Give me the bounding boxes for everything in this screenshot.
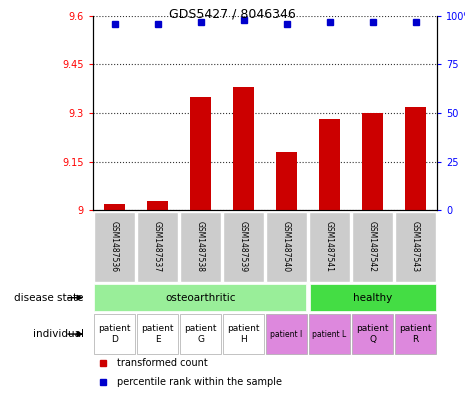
Text: patient I: patient I bbox=[271, 330, 303, 338]
Text: individual: individual bbox=[33, 329, 84, 339]
Text: healthy: healthy bbox=[353, 293, 392, 303]
FancyBboxPatch shape bbox=[223, 314, 264, 354]
Text: GSM1487538: GSM1487538 bbox=[196, 221, 205, 272]
Bar bbox=[104, 204, 125, 210]
Text: GDS5427 / 8046346: GDS5427 / 8046346 bbox=[169, 8, 296, 21]
FancyBboxPatch shape bbox=[352, 212, 393, 281]
FancyBboxPatch shape bbox=[93, 285, 306, 311]
Text: osteoarthritic: osteoarthritic bbox=[165, 293, 236, 303]
FancyBboxPatch shape bbox=[395, 212, 436, 281]
Bar bbox=[190, 97, 211, 210]
Text: patient
D: patient D bbox=[98, 324, 131, 344]
Text: GSM1487536: GSM1487536 bbox=[110, 221, 119, 272]
Text: GSM1487541: GSM1487541 bbox=[325, 221, 334, 272]
Text: GSM1487542: GSM1487542 bbox=[368, 221, 377, 272]
FancyBboxPatch shape bbox=[266, 212, 307, 281]
Text: GSM1487540: GSM1487540 bbox=[282, 221, 291, 272]
FancyBboxPatch shape bbox=[223, 212, 264, 281]
Text: patient
E: patient E bbox=[141, 324, 174, 344]
FancyBboxPatch shape bbox=[94, 212, 135, 281]
Text: disease state: disease state bbox=[14, 293, 84, 303]
Bar bbox=[233, 87, 254, 210]
Bar bbox=[405, 107, 426, 210]
Bar bbox=[276, 152, 297, 210]
Text: GSM1487539: GSM1487539 bbox=[239, 221, 248, 272]
FancyBboxPatch shape bbox=[395, 314, 436, 354]
FancyBboxPatch shape bbox=[137, 314, 178, 354]
FancyBboxPatch shape bbox=[94, 314, 135, 354]
FancyBboxPatch shape bbox=[310, 285, 437, 311]
Text: patient L: patient L bbox=[312, 330, 347, 338]
Text: GSM1487543: GSM1487543 bbox=[411, 221, 420, 272]
Text: percentile rank within the sample: percentile rank within the sample bbox=[117, 377, 282, 387]
Text: patient
G: patient G bbox=[184, 324, 217, 344]
Bar bbox=[319, 119, 340, 210]
FancyBboxPatch shape bbox=[266, 314, 307, 354]
FancyBboxPatch shape bbox=[309, 212, 350, 281]
Bar bbox=[362, 113, 383, 210]
Text: patient
Q: patient Q bbox=[356, 324, 389, 344]
Text: patient
H: patient H bbox=[227, 324, 260, 344]
FancyBboxPatch shape bbox=[180, 314, 221, 354]
FancyBboxPatch shape bbox=[352, 314, 393, 354]
FancyBboxPatch shape bbox=[309, 314, 350, 354]
Bar bbox=[147, 200, 168, 210]
Text: GSM1487537: GSM1487537 bbox=[153, 221, 162, 272]
Text: transformed count: transformed count bbox=[117, 358, 208, 368]
FancyBboxPatch shape bbox=[180, 212, 221, 281]
Text: patient
R: patient R bbox=[399, 324, 432, 344]
FancyBboxPatch shape bbox=[137, 212, 178, 281]
